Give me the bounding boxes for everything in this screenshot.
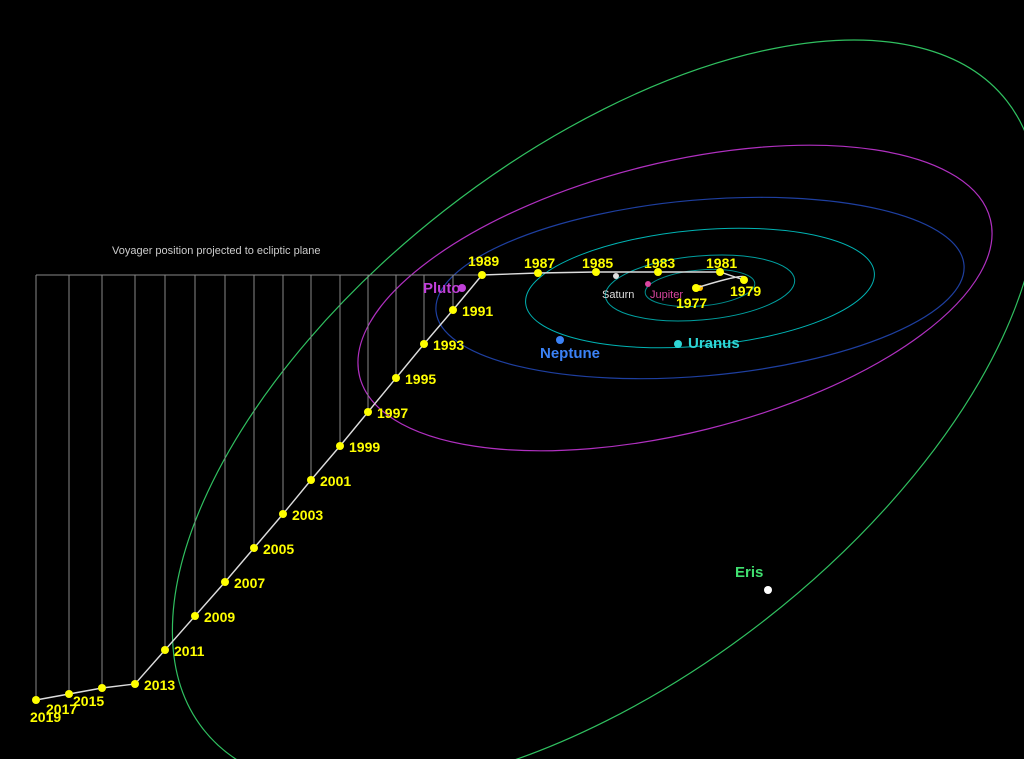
year-marker-2017 (65, 690, 73, 698)
year-label-1985: 1985 (582, 255, 613, 271)
year-marker-2007 (221, 578, 229, 586)
year-marker-2003 (279, 510, 287, 518)
year-label-1987: 1987 (524, 255, 555, 271)
year-marker-2015 (98, 684, 106, 692)
year-marker-1997 (364, 408, 372, 416)
year-label-1983: 1983 (644, 255, 675, 271)
neptune-label: Neptune (540, 345, 600, 362)
year-marker-1999 (336, 442, 344, 450)
year-label-1979: 1979 (730, 283, 761, 299)
year-label-1993: 1993 (433, 337, 464, 353)
year-marker-2019 (32, 696, 40, 704)
year-marker-1991 (449, 306, 457, 314)
year-marker-1995 (392, 374, 400, 382)
eris-dot (764, 586, 772, 594)
year-label-2015: 2015 (73, 693, 104, 709)
year-label-2001: 2001 (320, 473, 351, 489)
year-label-1981: 1981 (706, 255, 737, 271)
year-label-2003: 2003 (292, 507, 323, 523)
year-label-2013: 2013 (144, 677, 175, 693)
voyager-diagram: 1977197919811983198519871989199119931995… (0, 0, 1024, 759)
year-label-2007: 2007 (234, 575, 265, 591)
uranus-dot (674, 340, 682, 348)
background (0, 0, 1024, 759)
pluto-label: Pluto (423, 280, 461, 297)
year-label-2005: 2005 (263, 541, 294, 557)
caption: Voyager position projected to ecliptic p… (112, 245, 321, 257)
saturn-label: Saturn (602, 289, 634, 301)
year-marker-2001 (307, 476, 315, 484)
year-label-2011: 2011 (174, 643, 205, 659)
year-marker-2005 (250, 544, 258, 552)
year-marker-2011 (161, 646, 169, 654)
neptune-dot (556, 336, 564, 344)
jupiter-label: Jupiter (650, 289, 683, 301)
year-label-1989: 1989 (468, 253, 499, 269)
year-label-2019: 2019 (30, 709, 61, 725)
jupiter-dot (645, 281, 651, 287)
year-marker-1989 (478, 271, 486, 279)
eris-label: Eris (735, 564, 763, 581)
year-label-2009: 2009 (204, 609, 235, 625)
year-marker-1993 (420, 340, 428, 348)
year-label-1999: 1999 (349, 439, 380, 455)
year-label-1997: 1997 (377, 405, 408, 421)
saturn-dot (613, 273, 619, 279)
uranus-label: Uranus (688, 335, 740, 352)
year-marker-2013 (131, 680, 139, 688)
year-marker-2009 (191, 612, 199, 620)
year-label-1995: 1995 (405, 371, 436, 387)
year-label-1991: 1991 (462, 303, 493, 319)
year-marker-1977 (692, 284, 700, 292)
